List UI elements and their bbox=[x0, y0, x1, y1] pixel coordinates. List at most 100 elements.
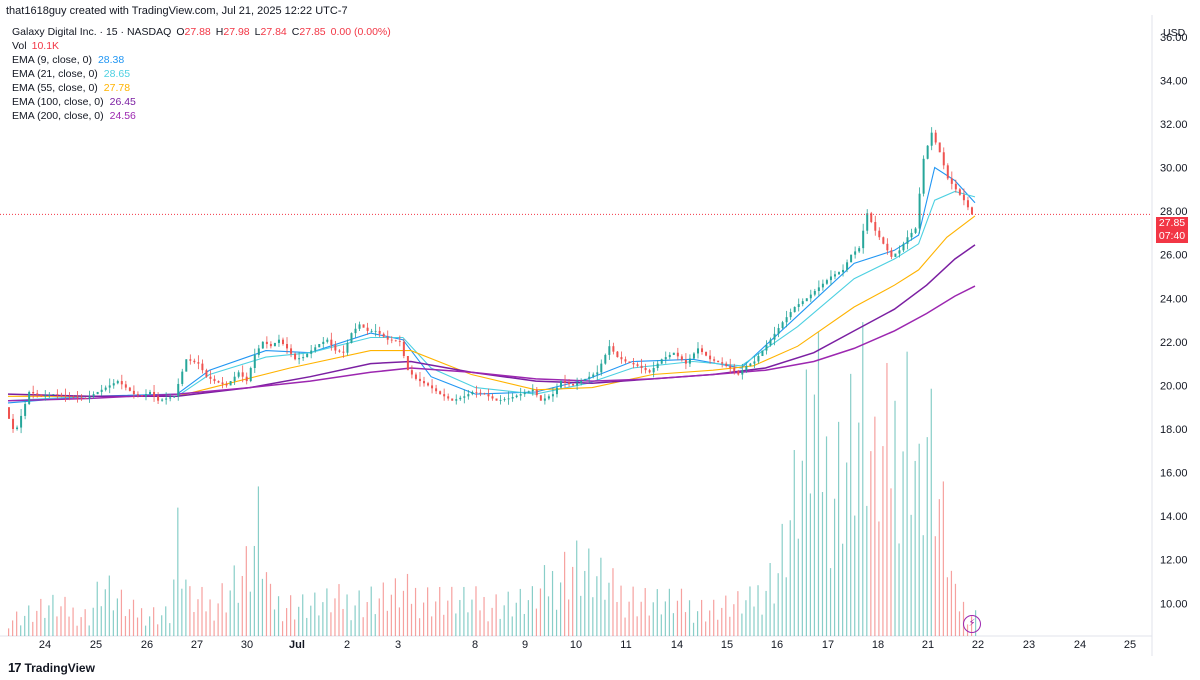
candle-body bbox=[761, 350, 764, 357]
currency-label[interactable]: USD bbox=[1163, 27, 1186, 39]
volume-bar bbox=[499, 618, 501, 636]
candle-body bbox=[459, 397, 462, 400]
candle-body bbox=[402, 341, 405, 357]
candle-body bbox=[918, 193, 921, 229]
candle-body bbox=[72, 396, 75, 398]
volume-row[interactable]: Vol 10.1K bbox=[12, 39, 391, 53]
ema-55-value: 27.78 bbox=[103, 82, 131, 94]
tradingview-logo[interactable]: 17 TradingView bbox=[8, 660, 95, 675]
volume-bar bbox=[286, 608, 288, 636]
candle-body bbox=[878, 230, 881, 238]
candle-body bbox=[189, 359, 192, 361]
candle-body bbox=[511, 397, 514, 399]
volume-bar bbox=[801, 460, 803, 636]
volume-bar bbox=[205, 611, 207, 636]
candle-body bbox=[326, 339, 329, 342]
candle-body bbox=[116, 381, 119, 384]
volume-bar bbox=[914, 460, 916, 636]
lightning-icon[interactable]: ⚡ bbox=[963, 615, 981, 633]
ema-9-row[interactable]: EMA (9, close, 0) 28.38 bbox=[12, 53, 391, 67]
candle-body bbox=[435, 388, 438, 392]
candle-body bbox=[850, 254, 853, 263]
candle-body bbox=[858, 248, 861, 252]
volume-bar bbox=[624, 617, 626, 636]
ema-55-label: EMA (55, close, 0) bbox=[12, 82, 98, 94]
ema-200-row[interactable]: EMA (200, close, 0) 24.56 bbox=[12, 109, 391, 123]
candle-body bbox=[108, 385, 111, 388]
candle-body bbox=[531, 389, 534, 392]
candle-body bbox=[298, 358, 301, 360]
volume-bar bbox=[809, 493, 812, 636]
volume-bar bbox=[688, 600, 691, 636]
candle-body bbox=[366, 327, 369, 331]
candle-body bbox=[157, 396, 160, 401]
volume-bar bbox=[435, 601, 437, 636]
candle-body bbox=[664, 357, 667, 360]
candle-body bbox=[713, 359, 716, 361]
candle-body bbox=[318, 344, 321, 348]
candle-body bbox=[805, 298, 808, 302]
candle-body bbox=[958, 189, 961, 195]
volume-bar bbox=[507, 591, 509, 636]
volume-bar bbox=[241, 575, 243, 636]
volume-bar bbox=[535, 608, 538, 636]
candle-body bbox=[229, 381, 232, 386]
candle-body bbox=[846, 262, 849, 270]
close-label: C bbox=[291, 26, 300, 38]
candle-body bbox=[479, 392, 482, 394]
volume-bar bbox=[269, 583, 272, 636]
candle-body bbox=[205, 370, 208, 377]
x-tick-label: 27 bbox=[191, 639, 203, 651]
volume-bar bbox=[878, 521, 880, 636]
candle-body bbox=[322, 341, 325, 345]
volume-bar bbox=[572, 566, 574, 636]
volume-bar bbox=[44, 617, 46, 636]
volume-bar bbox=[189, 586, 191, 636]
candle-body bbox=[660, 359, 663, 364]
volume-bar bbox=[169, 623, 171, 636]
volume-bar bbox=[16, 611, 18, 636]
candle-body bbox=[185, 359, 188, 372]
x-tick-label: 18 bbox=[872, 639, 884, 651]
candle-body bbox=[112, 383, 115, 386]
volume-bar bbox=[926, 437, 928, 636]
volume-bar bbox=[757, 585, 759, 636]
volume-bar bbox=[120, 589, 123, 636]
candle-body bbox=[491, 396, 494, 399]
candle-body bbox=[261, 341, 264, 349]
ema-line bbox=[7, 166, 976, 404]
candle-body bbox=[523, 392, 526, 395]
candle-body bbox=[612, 346, 615, 352]
volume-bar bbox=[378, 598, 380, 636]
volume-bar bbox=[427, 587, 429, 636]
candle-body bbox=[962, 194, 965, 201]
candle-body bbox=[418, 378, 421, 382]
ema-55-row[interactable]: EMA (55, close, 0) 27.78 bbox=[12, 81, 391, 95]
volume-bar bbox=[958, 611, 961, 636]
volume-bar bbox=[273, 609, 276, 636]
low-value: 27.84 bbox=[260, 26, 287, 38]
candle-body bbox=[580, 381, 583, 384]
candle-body bbox=[817, 287, 820, 291]
volume-bar bbox=[652, 602, 654, 636]
bar-countdown-tag: 07:40 bbox=[1156, 230, 1188, 243]
candle-body bbox=[656, 363, 659, 368]
x-tick-label: 21 bbox=[922, 639, 934, 651]
volume-bar bbox=[459, 599, 461, 636]
volume-bar bbox=[600, 557, 602, 636]
symbol-row[interactable]: Galaxy Digital Inc. · 15 · NASDAQ O27.88… bbox=[12, 25, 391, 39]
ema-21-row[interactable]: EMA (21, close, 0) 28.65 bbox=[12, 67, 391, 81]
volume-bar bbox=[257, 486, 260, 636]
candle-body bbox=[882, 237, 885, 244]
volume-bar bbox=[398, 607, 401, 636]
candle-body bbox=[600, 363, 603, 373]
volume-bar bbox=[668, 588, 670, 636]
candle-body bbox=[890, 250, 893, 257]
candle-body bbox=[68, 396, 71, 398]
ema-100-row[interactable]: EMA (100, close, 0) 26.45 bbox=[12, 95, 391, 109]
y-tick-label: 20.00 bbox=[1160, 380, 1188, 392]
symbol-title[interactable]: Galaxy Digital Inc. · 15 · NASDAQ bbox=[12, 26, 172, 38]
candle-body bbox=[217, 381, 220, 383]
candle-body bbox=[237, 372, 240, 377]
